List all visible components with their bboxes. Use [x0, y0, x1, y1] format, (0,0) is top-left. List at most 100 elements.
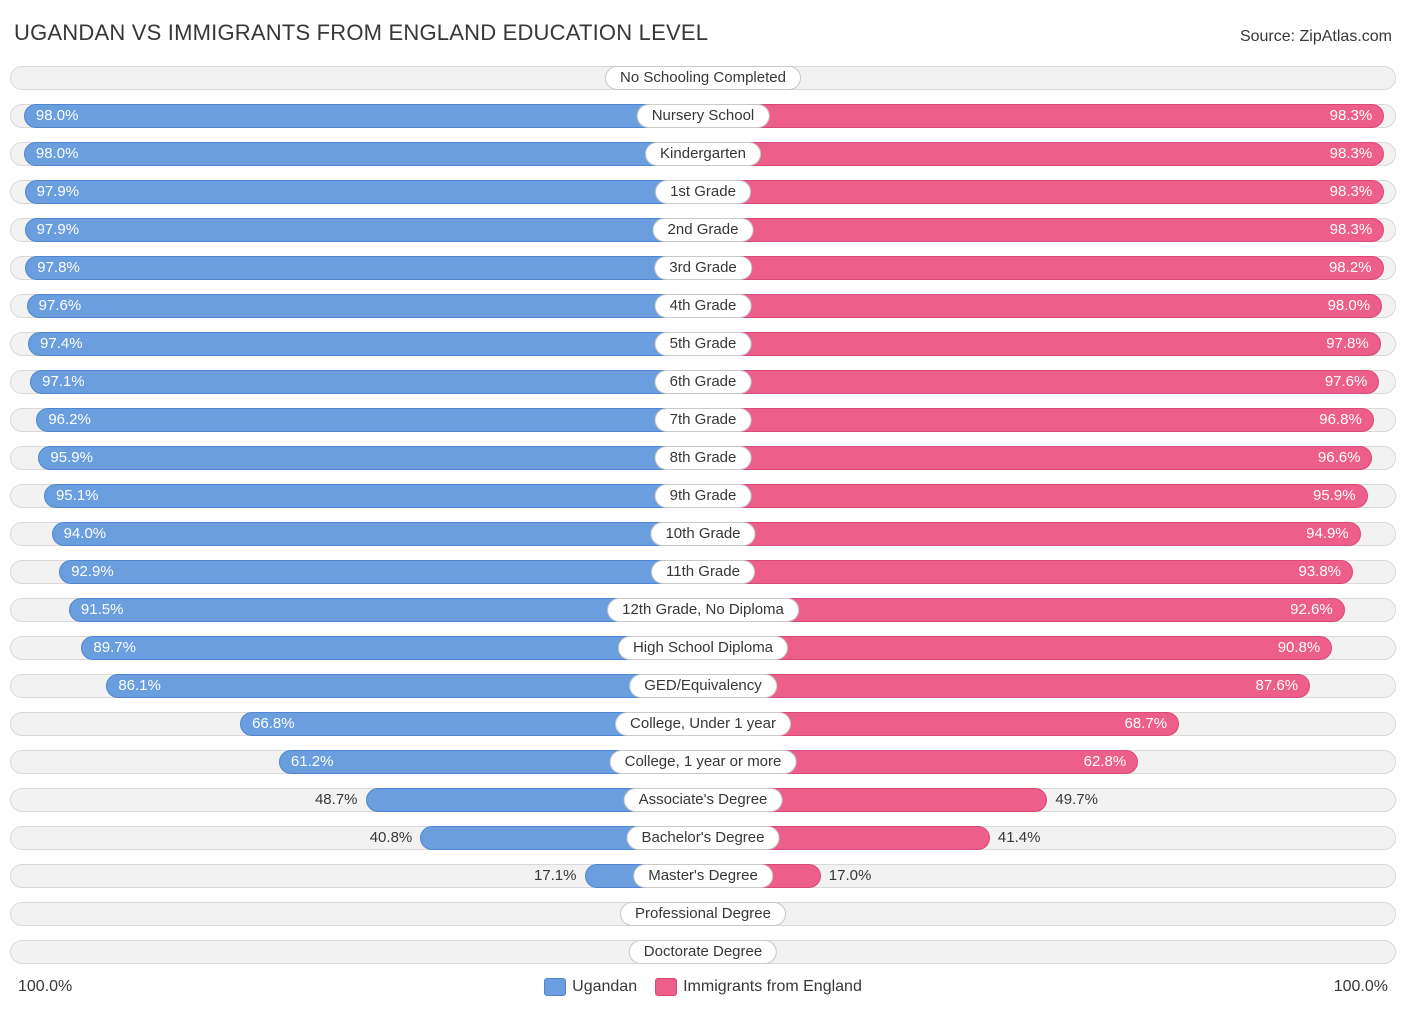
chart-row: 94.0%94.9%10th Grade — [10, 518, 1396, 550]
value-right: 93.8% — [703, 560, 1353, 584]
value-left: 97.1% — [30, 370, 703, 394]
chart-header: UGANDAN VS IMMIGRANTS FROM ENGLAND EDUCA… — [10, 20, 1396, 62]
value-left: 97.4% — [28, 332, 703, 356]
value-right: 41.4% — [990, 826, 1041, 850]
value-left: 95.1% — [44, 484, 703, 508]
value-right: 90.8% — [703, 636, 1332, 660]
chart-row: 97.4%97.8%5th Grade — [10, 328, 1396, 360]
chart-row: 40.8% 41.4% Bachelor's Degree — [10, 822, 1396, 854]
value-right: 97.6% — [703, 370, 1379, 394]
chart-row: 48.7% 49.7% Associate's Degree — [10, 784, 1396, 816]
track-left — [10, 66, 701, 90]
value-left: 95.9% — [38, 446, 703, 470]
category-label: Associate's Degree — [624, 788, 783, 812]
value-left: 48.7% — [315, 788, 366, 812]
chart-row: 97.9%98.3%2nd Grade — [10, 214, 1396, 246]
chart-row: 2.2%2.2%Doctorate Degree — [10, 936, 1396, 968]
legend-swatch-left — [544, 978, 566, 996]
chart-row: 97.9%98.3%1st Grade — [10, 176, 1396, 208]
chart-row: 66.8%68.7%College, Under 1 year — [10, 708, 1396, 740]
category-label: Professional Degree — [620, 902, 786, 926]
value-right: 49.7% — [1047, 788, 1098, 812]
diverging-bar-chart: 2.0%1.7%No Schooling Completed98.0%98.3%… — [10, 62, 1396, 968]
category-label: Kindergarten — [645, 142, 761, 166]
category-label: 8th Grade — [655, 446, 752, 470]
value-left: 40.8% — [370, 826, 421, 850]
chart-row: 96.2%96.8%7th Grade — [10, 404, 1396, 436]
value-left: 86.1% — [106, 674, 703, 698]
chart-row: 91.5%92.6%12th Grade, No Diploma — [10, 594, 1396, 626]
category-label: 3rd Grade — [654, 256, 752, 280]
value-right: 98.3% — [703, 104, 1384, 128]
chart-row: 97.1%97.6%6th Grade — [10, 366, 1396, 398]
track-right — [705, 66, 1396, 90]
value-right: 17.0% — [821, 864, 872, 888]
category-label: Bachelor's Degree — [627, 826, 780, 850]
category-label: 11th Grade — [651, 560, 755, 584]
category-label: No Schooling Completed — [605, 66, 801, 90]
axis-right-max: 100.0% — [1334, 978, 1388, 996]
chart-row: 98.0%98.3%Kindergarten — [10, 138, 1396, 170]
value-right: 98.2% — [703, 256, 1384, 280]
category-label: Master's Degree — [633, 864, 773, 888]
category-label: 9th Grade — [655, 484, 752, 508]
chart-row: 92.9%93.8%11th Grade — [10, 556, 1396, 588]
chart-row: 86.1%87.6%GED/Equivalency — [10, 670, 1396, 702]
category-label: Nursery School — [637, 104, 770, 128]
value-left: 97.8% — [25, 256, 703, 280]
category-label: 10th Grade — [650, 522, 755, 546]
legend-item-right: Immigrants from England — [655, 978, 862, 996]
value-left: 96.2% — [36, 408, 703, 432]
value-right: 96.8% — [703, 408, 1374, 432]
chart-row: 95.9%96.6%8th Grade — [10, 442, 1396, 474]
chart-row: 98.0%98.3%Nursery School — [10, 100, 1396, 132]
category-label: High School Diploma — [618, 636, 788, 660]
chart-title: UGANDAN VS IMMIGRANTS FROM ENGLAND EDUCA… — [14, 20, 708, 46]
category-label: College, 1 year or more — [610, 750, 797, 774]
value-right: 94.9% — [703, 522, 1361, 546]
category-label: 12th Grade, No Diploma — [607, 598, 799, 622]
value-left: 97.6% — [27, 294, 703, 318]
category-label: College, Under 1 year — [615, 712, 791, 736]
category-label: 6th Grade — [655, 370, 752, 394]
chart-row: 5.1%5.3%Professional Degree — [10, 898, 1396, 930]
value-left: 97.9% — [25, 218, 703, 242]
track-right — [705, 902, 1396, 926]
value-left: 98.0% — [24, 104, 703, 128]
value-left: 89.7% — [81, 636, 703, 660]
value-right: 97.8% — [703, 332, 1381, 356]
category-label: Doctorate Degree — [629, 940, 777, 964]
chart-row: 2.0%1.7%No Schooling Completed — [10, 62, 1396, 94]
legend: Ugandan Immigrants from England — [72, 978, 1333, 996]
chart-source: Source: ZipAtlas.com — [1240, 28, 1392, 46]
value-left: 98.0% — [24, 142, 703, 166]
value-right: 98.3% — [703, 142, 1384, 166]
chart-row: 95.1%95.9%9th Grade — [10, 480, 1396, 512]
track-left — [10, 902, 701, 926]
legend-swatch-right — [655, 978, 677, 996]
chart-row: 17.1%17.0%Master's Degree — [10, 860, 1396, 892]
chart-row: 61.2%62.8%College, 1 year or more — [10, 746, 1396, 778]
category-label: 7th Grade — [655, 408, 752, 432]
value-left: 97.9% — [25, 180, 703, 204]
value-right: 96.6% — [703, 446, 1372, 470]
value-right: 95.9% — [703, 484, 1368, 508]
value-right: 98.3% — [703, 180, 1384, 204]
chart-row: 89.7%90.8%High School Diploma — [10, 632, 1396, 664]
chart-row: 97.6%98.0%4th Grade — [10, 290, 1396, 322]
track-right — [705, 940, 1396, 964]
axis-left-max: 100.0% — [18, 978, 72, 996]
category-label: 2nd Grade — [653, 218, 754, 242]
category-label: GED/Equivalency — [629, 674, 777, 698]
value-right: 98.3% — [703, 218, 1384, 242]
value-right: 87.6% — [703, 674, 1310, 698]
value-right: 98.0% — [703, 294, 1382, 318]
chart-row: 97.8%98.2%3rd Grade — [10, 252, 1396, 284]
legend-label-right: Immigrants from England — [683, 978, 862, 996]
value-left: 92.9% — [59, 560, 703, 584]
value-left: 94.0% — [52, 522, 703, 546]
category-label: 5th Grade — [655, 332, 752, 356]
chart-footer: 100.0% Ugandan Immigrants from England 1… — [10, 974, 1396, 996]
category-label: 1st Grade — [655, 180, 751, 204]
legend-item-left: Ugandan — [544, 978, 637, 996]
